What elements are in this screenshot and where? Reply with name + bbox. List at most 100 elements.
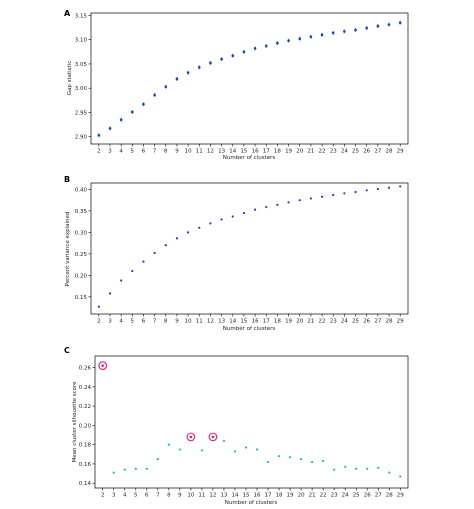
panel-c-y-axis: 0.14 0.16 0.18 0.20 0.22 0.24 0.26	[79, 366, 95, 487]
panel-b-data-point	[220, 218, 223, 221]
panel-b-data-point	[164, 244, 167, 247]
panel-c-data-point	[322, 459, 325, 463]
panel-c-x-tick-label: 8	[167, 493, 171, 499]
panel-b-data-point	[332, 193, 335, 197]
panel-c-data-point	[244, 446, 248, 449]
panel-a-data-point	[365, 26, 369, 30]
panel-b-data-point	[209, 222, 212, 225]
panel-c-data-point	[178, 448, 181, 451]
panel-c-y-tick-label: 0.20	[79, 423, 92, 429]
panel-a-y-tick-label: 3.05	[75, 62, 88, 68]
panel-b-y-tick-label: 0.20	[75, 273, 88, 279]
panel-b-marks	[97, 185, 402, 308]
panel-c-data-point	[377, 466, 380, 469]
panel-a-x-tick-label: 11	[196, 149, 203, 155]
panel-a-x-tick-label: 17	[263, 149, 270, 155]
panel-a-data-point	[130, 110, 134, 114]
panel-c-x-tick-label: 7	[156, 493, 160, 499]
panel-b-data-point	[365, 189, 368, 192]
panel-b-data-point	[298, 199, 301, 202]
panel-c-x-tick-label: 4	[123, 493, 127, 499]
panel-c-data-point	[388, 471, 391, 474]
panel-a-x-tick-label: 27	[374, 149, 381, 155]
panel-b-x-tick-label: 9	[175, 319, 179, 325]
panel-b-data-point	[376, 187, 379, 191]
panel-b-x-axis: 2 3 4 5 6 7 8 9 10 11 12 13 14 15 16 17 18 19 20 21 22 23 24 25…	[97, 314, 404, 325]
panel-a-y-tick-label: 2.95	[75, 110, 88, 116]
panel-c-highlight-point	[101, 364, 105, 367]
panel-b-x-tick-label: 8	[164, 319, 168, 325]
panel-c-plot-frame	[94, 355, 409, 489]
panel-c-x-tick-label: 27	[375, 493, 382, 499]
panel-b-data-point	[97, 305, 100, 308]
panel-b-x-axis-label: Number of clusters	[223, 326, 276, 332]
panel-b-data-point	[242, 211, 246, 215]
panel-c-data-point	[355, 467, 358, 470]
panel-b-x-tick-label: 11	[196, 319, 203, 325]
panel-a-x-tick-label: 20	[296, 149, 303, 155]
panel-c-x-tick-label: 19	[287, 493, 294, 499]
panel-c-data-point	[299, 457, 303, 461]
panel-b-x-tick-label: 13	[218, 319, 225, 325]
panel-c-x-tick-label: 5	[134, 493, 138, 499]
panel-a-x-tick-label: 7	[153, 149, 157, 155]
panel-c-x-tick-label: 12	[209, 493, 216, 499]
panel-c-marks	[98, 361, 402, 478]
panel-b-y-axis-label: Percent variance explained	[65, 212, 71, 287]
panel-b-x-tick-label: 24	[341, 319, 348, 325]
panel-b-data-point	[287, 201, 290, 204]
panel-b: B 2 3 4 5 6 7 8 9 10 11 12 13 14 15 16 17 18 19 20 21 22 23 24…	[64, 175, 409, 332]
panel-a-x-tick-label: 24	[341, 149, 348, 155]
panel-a-x-tick-label: 5	[131, 149, 135, 155]
panel-a-data-point	[276, 41, 279, 45]
panel-b-data-point	[108, 292, 112, 295]
panel-a-y-tick-label: 2.90	[75, 135, 88, 141]
panel-c-x-tick-label: 28	[386, 493, 393, 499]
panel-c-x-tick-label: 11	[198, 493, 205, 499]
panel-c-x-tick-label: 15	[242, 493, 249, 499]
panel-a-data-point	[343, 30, 346, 33]
panel-a-data-point	[220, 57, 223, 61]
panel-c-data-point	[200, 449, 204, 452]
panel-a-x-tick-label: 12	[207, 149, 214, 155]
panel-c-y-tick-label: 0.26	[79, 366, 92, 372]
panel-b-data-point	[320, 195, 324, 198]
panel-c-data-point	[156, 457, 159, 461]
panel-c-data-point	[399, 475, 402, 478]
panel-c-highlight-ring	[98, 361, 108, 370]
panel-a-data-point	[175, 77, 179, 81]
panel-a-marks	[97, 20, 402, 138]
panel-c-data-point	[277, 455, 281, 458]
panel-b-data-point	[253, 208, 257, 211]
panel-c-x-tick-label: 2	[101, 493, 105, 499]
panel-c-highlight-point	[189, 435, 193, 439]
panel-c-data-point	[134, 467, 137, 470]
panel-b-data-point	[387, 186, 391, 189]
panel-c-y-tick-label: 0.16	[79, 462, 92, 468]
panel-c-y-tick-label: 0.14	[79, 481, 92, 487]
panel-c-x-tick-label: 22	[320, 493, 327, 499]
panel-c-data-point	[288, 456, 292, 459]
panel-b-data-point	[198, 226, 201, 229]
panel-b-x-tick-label: 28	[386, 319, 393, 325]
panel-b-data-point	[309, 197, 312, 200]
panel-a-data-point	[320, 33, 324, 37]
panel-c-data-point	[255, 448, 259, 451]
panel-a-letter: A	[64, 9, 71, 18]
panel-a-data-point	[209, 61, 212, 65]
panel-c-x-tick-label: 18	[276, 493, 283, 499]
panel-b-x-tick-label: 5	[131, 319, 135, 325]
panel-a-data-point	[242, 50, 246, 54]
panel-c-x-tick-label: 6	[145, 493, 149, 499]
panel-a-x-tick-label: 18	[274, 149, 281, 155]
panel-b-data-point	[354, 190, 357, 194]
panel-a-x-axis: 2 3 4 5 6 7 8 9 10 11 12 13 14 15 16 17 18 19 20 21 22 23 24 25…	[97, 144, 404, 155]
panel-b-data-point	[276, 203, 279, 207]
panel-b-x-tick-label: 19	[285, 319, 292, 325]
panel-b-y-tick-label: 0.35	[75, 209, 88, 215]
panel-b-x-tick-label: 23	[330, 319, 337, 325]
panel-b-x-tick-label: 12	[207, 319, 214, 325]
panel-a-x-tick-label: 28	[386, 149, 393, 155]
panel-b-x-tick-label: 14	[229, 319, 236, 325]
panel-b-data-point	[131, 269, 134, 273]
